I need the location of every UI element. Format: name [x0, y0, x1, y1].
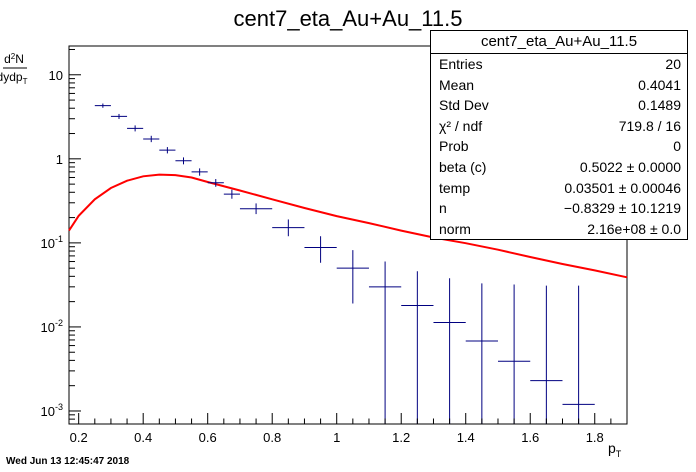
- data-point: [127, 125, 144, 132]
- data-point: [465, 283, 498, 424]
- stats-value: −0.8329 ± 10.1219: [563, 200, 681, 217]
- data-point: [336, 250, 369, 304]
- x-tick-label: 1.2: [392, 430, 410, 445]
- stats-box: cent7_eta_Au+Au_11.5 Entries 20 Mean 0.4041…: [430, 30, 688, 240]
- y-tick-label: 10-3: [41, 402, 63, 419]
- data-point: [94, 103, 111, 108]
- stats-label: χ² / ndf: [439, 117, 483, 134]
- stats-label: n: [439, 200, 447, 217]
- stats-value: 0: [673, 138, 681, 155]
- stats-label: temp: [439, 179, 471, 196]
- data-point: [143, 135, 160, 143]
- stats-row: norm 2.16e+08 ± 0.0: [431, 219, 687, 240]
- x-tick-label: 1.6: [521, 430, 539, 445]
- y-tick-label: 10: [49, 68, 63, 83]
- stats-value: 0.1489: [638, 97, 681, 114]
- chart-title: cent7_eta_Au+Au_11.5: [233, 6, 463, 31]
- timestamp: Wed Jun 13 12:45:47 2018: [6, 456, 130, 467]
- stats-row: Entries 20: [431, 54, 687, 75]
- data-point: [401, 271, 434, 424]
- stats-label: Entries: [439, 56, 483, 72]
- data-point: [110, 113, 128, 119]
- stats-label: Mean: [439, 76, 475, 93]
- stats-label: Std Dev: [439, 97, 489, 114]
- stats-value: 0.5022 ± 0.0000: [579, 158, 681, 175]
- stats-row: Prob 0: [431, 136, 687, 157]
- stats-label: beta (c): [439, 158, 487, 175]
- x-tick-label: 1.8: [586, 430, 604, 445]
- data-point: [530, 285, 563, 424]
- data-point: [497, 284, 531, 424]
- svg-text:d2N: d2N: [4, 52, 24, 66]
- stats-label: norm: [439, 220, 471, 237]
- x-tick-label: 0.4: [134, 430, 152, 445]
- stats-row: beta (c) 0.5022 ± 0.0000: [431, 157, 687, 178]
- y-axis-label: d2N dydpT: [0, 52, 28, 86]
- x-tick-label: 0.8: [263, 430, 281, 445]
- stats-row: Mean 0.4041: [431, 75, 687, 96]
- data-point: [191, 168, 208, 176]
- data-point: [175, 157, 192, 165]
- stats-value: 2.16e+08 ± 0.0: [587, 220, 681, 237]
- fit-curve: [68, 173, 628, 279]
- stats-value: 0.4041: [638, 76, 681, 93]
- data-point: [223, 189, 240, 199]
- x-tick-label: 1.4: [457, 430, 475, 445]
- x-tick-label: 0.6: [199, 430, 217, 445]
- stats-row: Std Dev 0.1489: [431, 95, 687, 116]
- y-tick-label: 10-2: [41, 318, 63, 335]
- y-tick-label: 1: [56, 152, 63, 167]
- stats-row: χ² / ndf 719.8 / 16: [431, 116, 687, 137]
- stats-value: 0.03501 ± 0.00046: [564, 179, 681, 196]
- x-tick-label: 1: [333, 430, 340, 445]
- stats-row: temp 0.03501 ± 0.00046: [431, 178, 687, 199]
- data-point: [272, 219, 305, 237]
- stats-label: Prob: [439, 138, 469, 155]
- stats-row: n −0.8329 ± 10.1219: [431, 198, 687, 219]
- data-point: [304, 236, 337, 263]
- x-tick-label: 0.2: [70, 430, 88, 445]
- data-point: [368, 261, 402, 424]
- data-point: [562, 285, 595, 424]
- data-point: [433, 278, 466, 424]
- data-point: [159, 147, 176, 154]
- data-point: [207, 179, 224, 187]
- x-axis-label: pT: [608, 440, 622, 459]
- y-tick-label: 10-1: [41, 234, 63, 251]
- data-point: [239, 203, 273, 215]
- svg-text:dydpT: dydpT: [0, 70, 28, 86]
- stats-title: cent7_eta_Au+Au_11.5: [431, 31, 687, 54]
- stats-value: 20: [665, 56, 681, 72]
- stats-value: 719.8 / 16: [618, 117, 681, 134]
